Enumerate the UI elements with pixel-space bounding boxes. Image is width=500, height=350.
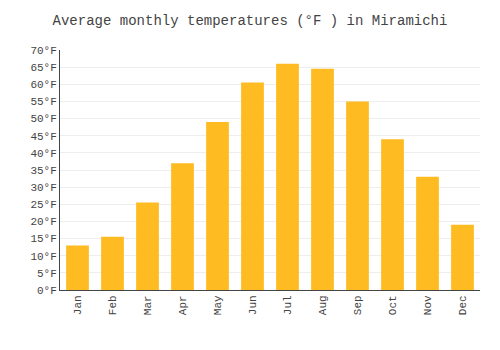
svg-text:Oct: Oct <box>387 295 399 315</box>
svg-text:55°F: 55°F <box>30 96 56 108</box>
svg-text:Jan: Jan <box>72 295 84 315</box>
svg-text:45°F: 45°F <box>30 131 56 143</box>
svg-text:65°F: 65°F <box>30 62 56 74</box>
svg-text:Apr: Apr <box>177 295 189 315</box>
svg-text:10°F: 10°F <box>30 251 56 263</box>
svg-text:May: May <box>212 295 224 315</box>
svg-text:25°F: 25°F <box>30 199 56 211</box>
svg-text:40°F: 40°F <box>30 148 56 160</box>
svg-text:Jul: Jul <box>282 295 294 315</box>
svg-text:Aug: Aug <box>317 295 329 315</box>
svg-text:Feb: Feb <box>107 295 119 315</box>
svg-text:35°F: 35°F <box>30 165 56 177</box>
svg-text:15°F: 15°F <box>30 233 56 245</box>
svg-text:30°F: 30°F <box>30 182 56 194</box>
svg-text:60°F: 60°F <box>30 79 56 91</box>
svg-text:70°F: 70°F <box>30 45 56 57</box>
svg-text:Nov: Nov <box>422 295 434 315</box>
svg-text:Mar: Mar <box>142 295 154 315</box>
svg-text:20°F: 20°F <box>30 216 56 228</box>
svg-text:Average monthly temperatures (: Average monthly temperatures (°F ) in Mi… <box>53 13 448 29</box>
svg-text:0°F: 0°F <box>37 285 57 297</box>
svg-text:Sep: Sep <box>352 295 364 315</box>
svg-text:Dec: Dec <box>457 295 469 315</box>
svg-text:5°F: 5°F <box>37 268 57 280</box>
svg-text:Jun: Jun <box>247 295 259 315</box>
svg-text:50°F: 50°F <box>30 113 56 125</box>
